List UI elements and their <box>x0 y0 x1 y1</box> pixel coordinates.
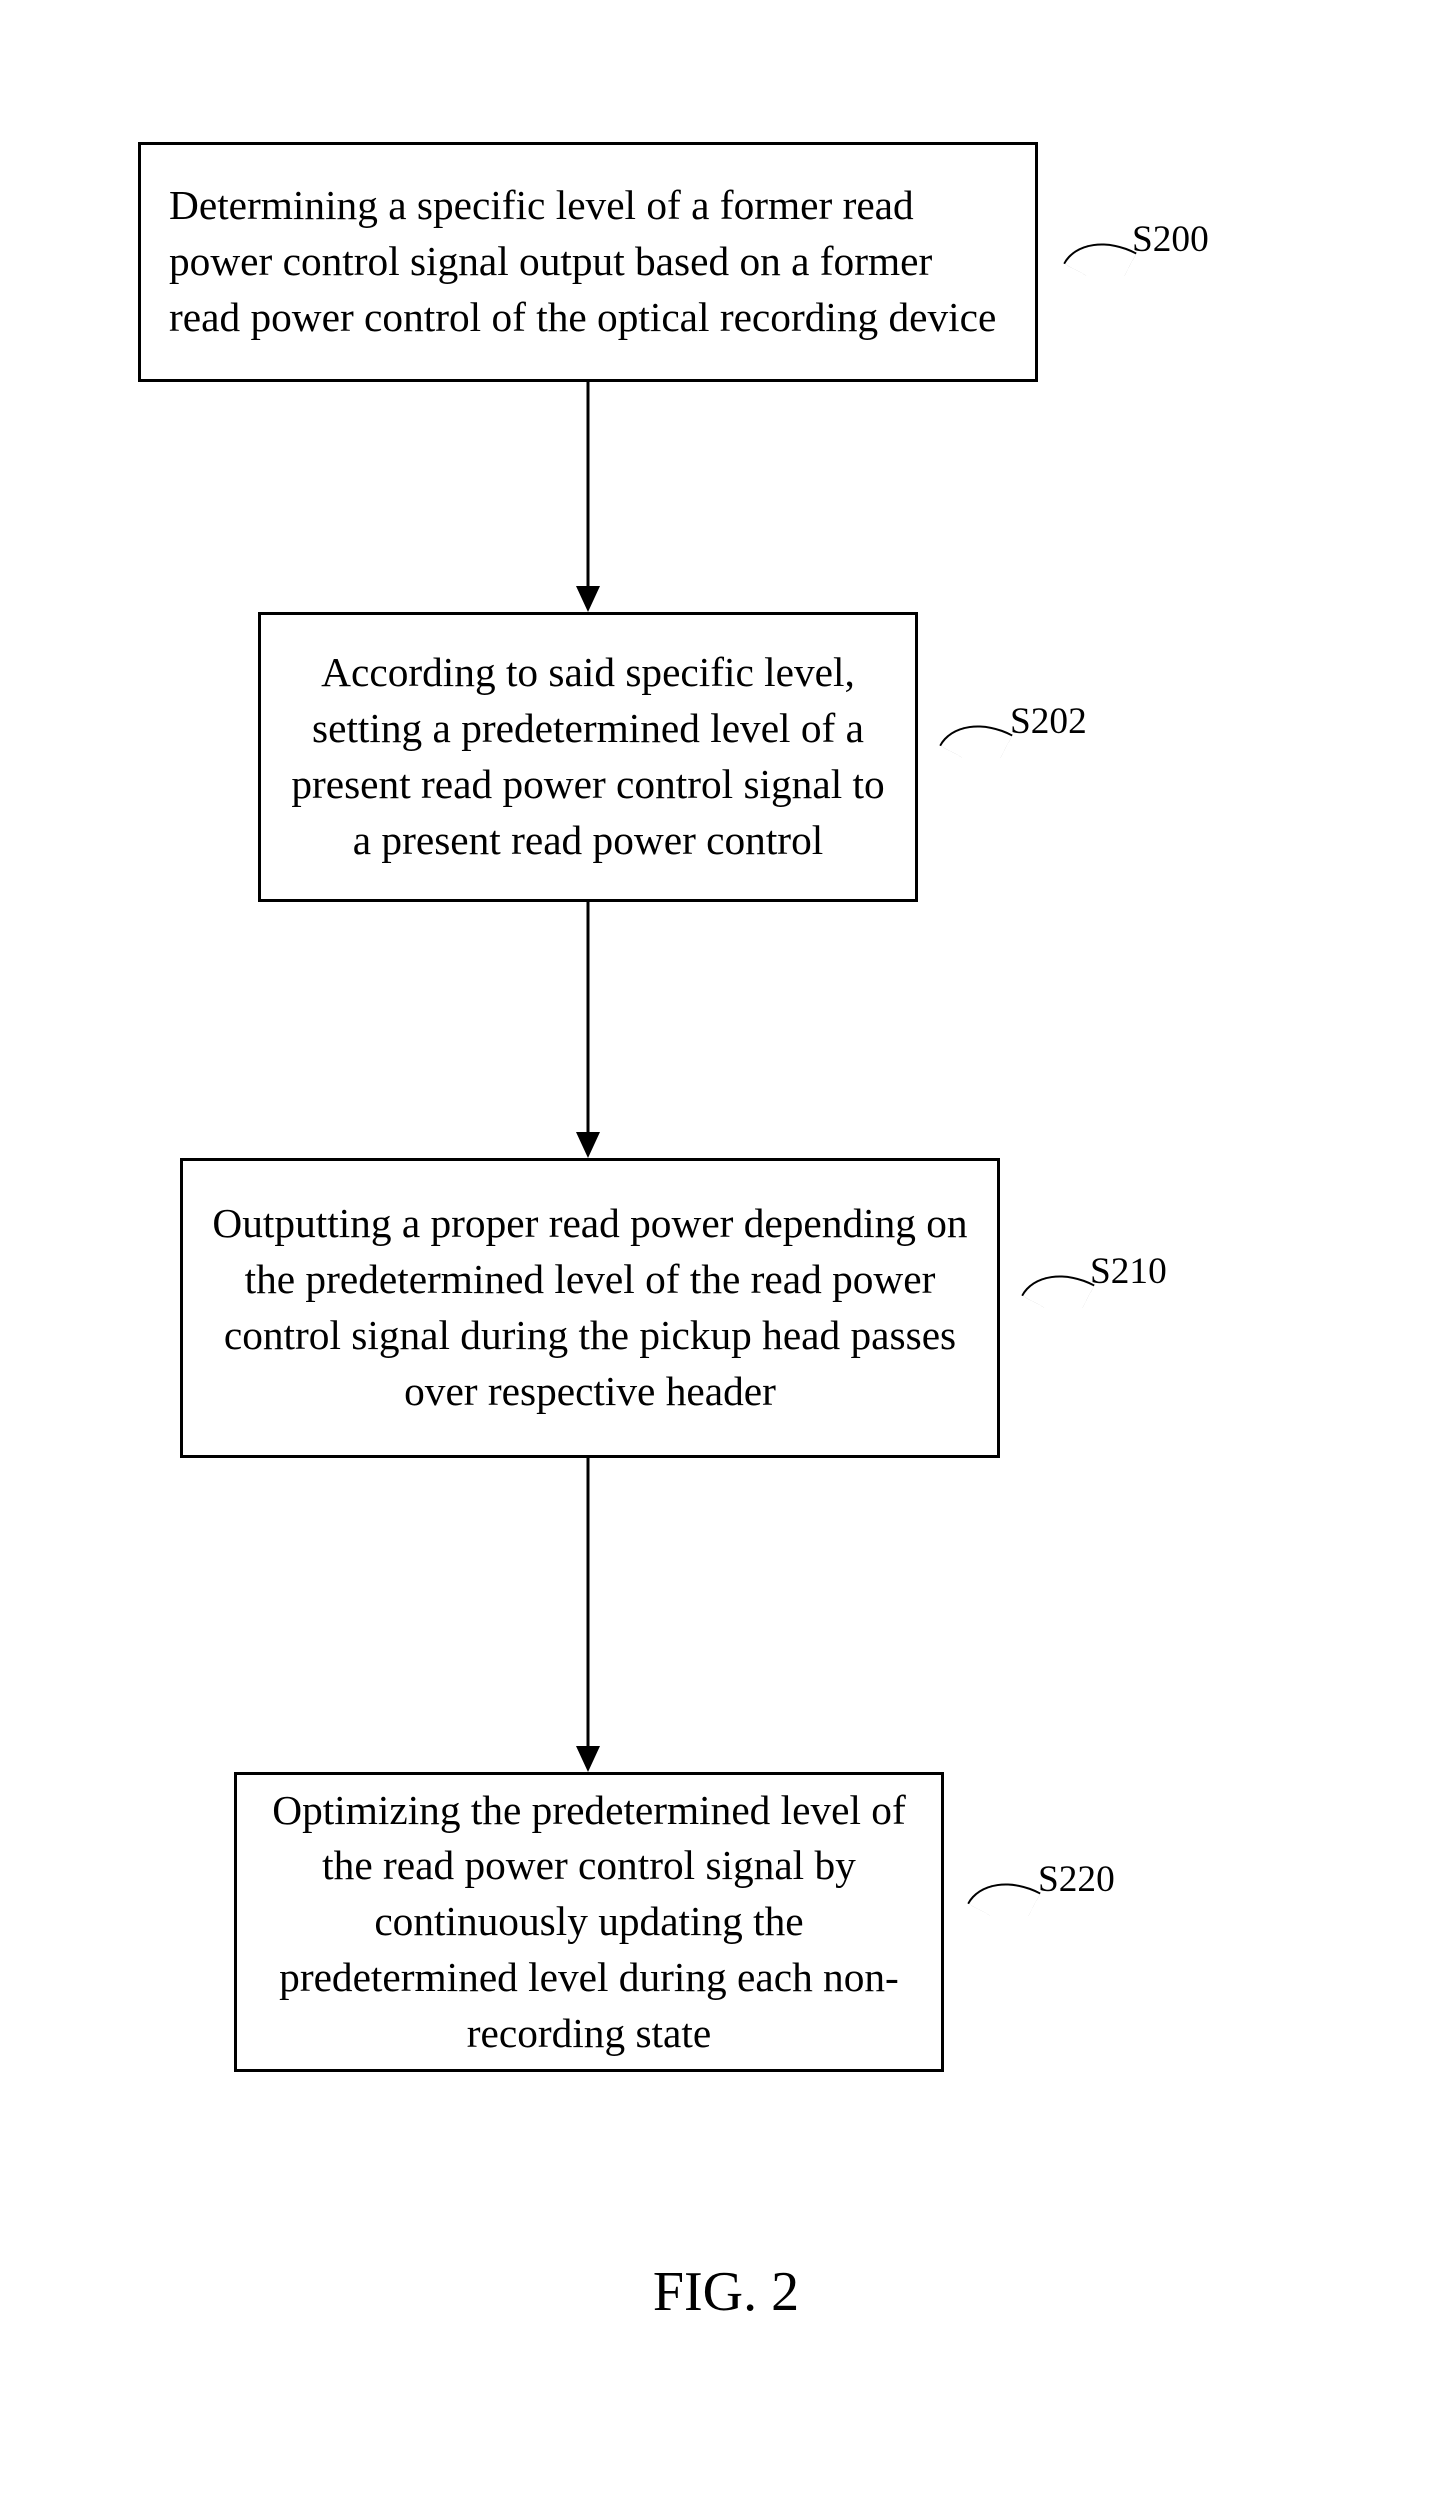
flow-node-s202: According to said specific level, settin… <box>258 612 918 902</box>
flow-node-text: Determining a specific level of a former… <box>169 178 1007 345</box>
figure-caption: FIG. 2 <box>0 2260 1452 2324</box>
callout-label-s200: S200 <box>1132 218 1209 261</box>
flow-arrow <box>558 1458 618 1772</box>
callout-curve <box>1021 1256 1095 1323</box>
callout-curve <box>967 1864 1041 1931</box>
callout-curve <box>1063 224 1137 291</box>
callout-label-s210: S210 <box>1090 1250 1167 1293</box>
flow-node-s210: Outputting a proper read power depending… <box>180 1158 1000 1458</box>
flow-node-text: According to said specific level, settin… <box>289 645 887 868</box>
callout-label-s202: S202 <box>1010 700 1087 743</box>
flow-node-text: Outputting a proper read power depending… <box>211 1196 969 1419</box>
flow-node-text: Optimizing the predetermined level of th… <box>265 1783 913 2062</box>
flow-arrow <box>558 382 618 612</box>
callout-curve <box>939 706 1013 773</box>
callout-label-s220: S220 <box>1038 1858 1115 1901</box>
flow-node-s200: Determining a specific level of a former… <box>138 142 1038 382</box>
flow-node-s220: Optimizing the predetermined level of th… <box>234 1772 944 2072</box>
flow-arrow <box>558 902 618 1158</box>
